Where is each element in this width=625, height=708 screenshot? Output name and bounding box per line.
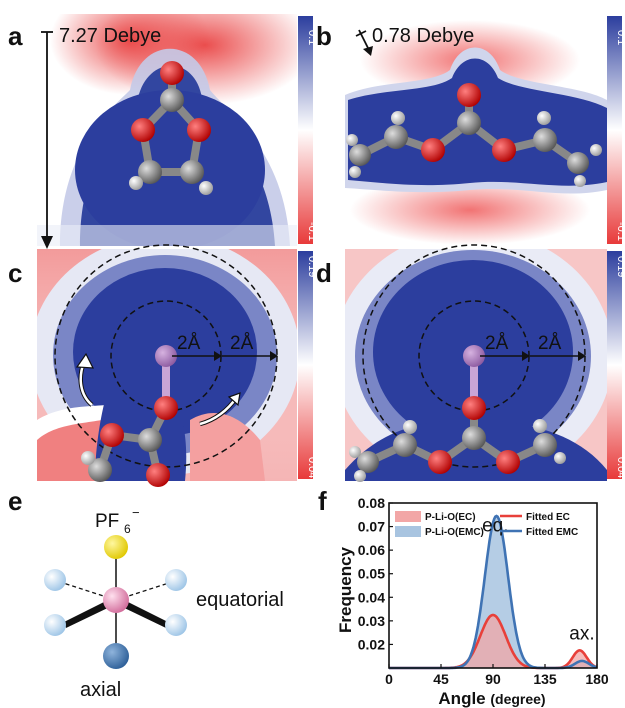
annotation-1: ax. <box>569 624 594 645</box>
hist-P-Li-O(EC) <box>389 615 597 668</box>
li-ec-complex <box>81 345 178 487</box>
legend-label-1: P-Li-O(EMC) <box>425 527 484 538</box>
panel-label-a: a <box>8 21 23 51</box>
colorbar-b-bottom: -0.1 <box>615 222 625 241</box>
x-tick-label-135: 135 <box>533 671 557 687</box>
colorbar-a-bottom: -0.1 <box>306 222 318 241</box>
panel-c: 0.19 0.04 2Å 2 <box>8 244 318 487</box>
radius-label-c1: 2Å <box>177 333 201 354</box>
panel-label-d: d <box>316 258 332 288</box>
panel-label-e: e <box>8 486 22 516</box>
colorbar-b-top: 0.1 <box>615 30 625 45</box>
colorbar-a <box>298 16 313 244</box>
emc-molecule <box>346 83 602 187</box>
radius-label-d1: 2Å <box>485 333 509 354</box>
legend-label-3: Fitted EMC <box>526 527 578 538</box>
hist-P-Li-O(EMC) <box>389 516 597 668</box>
y-tick-label-0.03: 0.03 <box>358 613 385 629</box>
panel-label-f: f <box>318 486 327 516</box>
y-tick-label-0.02: 0.02 <box>358 636 385 652</box>
annotation-0: eq. <box>482 515 508 536</box>
pf6-sup: − <box>132 505 140 520</box>
colorbar-c <box>298 251 313 479</box>
dipole-label-b: 0.78 Debye <box>372 25 474 47</box>
panel-b: 0.1 -0.1 b <box>316 14 625 246</box>
pf6-sub: 6 <box>124 522 131 536</box>
y-tick-label-0.08: 0.08 <box>358 495 385 511</box>
li-emc-complex <box>349 345 566 482</box>
colorbar-d-bottom: 0.04 <box>615 457 625 478</box>
legend-label-0: P-Li-O(EC) <box>425 512 476 523</box>
pf6-label: PF <box>95 511 119 532</box>
x-tick-label-45: 45 <box>433 671 449 687</box>
legend-swatch-1 <box>395 526 421 537</box>
legend-label-2: Fitted EC <box>526 512 570 523</box>
axial-atom <box>103 643 129 669</box>
panel-a: 0.1 -0.1 a 7.27 Debye <box>8 14 318 249</box>
colorbar-c-top: 0.19 <box>306 256 318 277</box>
y-tick-label-0.04: 0.04 <box>358 589 385 605</box>
equatorial-label: equatorial <box>196 589 284 611</box>
x-tick-label-90: 90 <box>485 671 501 687</box>
legend-swatch-0 <box>395 511 421 522</box>
ec-molecule <box>129 61 213 195</box>
colorbar-c-bottom: 0.04 <box>306 457 318 478</box>
colorbar-d <box>607 251 622 479</box>
x-axis-label: Angle (degree) <box>438 689 545 708</box>
panel-label-c: c <box>8 258 22 288</box>
panel-d: 0.19 0.04 2Å <box>316 244 625 482</box>
y-axis-label: Frequency <box>336 546 355 633</box>
axial-label: axial <box>80 679 121 701</box>
radius-label-c2: 2Å <box>230 333 254 354</box>
pf6-atom <box>104 535 128 559</box>
x-axis-unit: (degree) <box>490 691 545 707</box>
dipole-label-a: 7.27 Debye <box>59 25 161 47</box>
y-tick-label-0.05: 0.05 <box>358 566 385 582</box>
y-tick-label-0.06: 0.06 <box>358 542 385 558</box>
chart-plot-area: 0 45 90 135 180 0.02 0.03 0.04 0.05 0.06 0.07 0.08 A… <box>336 495 609 708</box>
y-tick-label-0.07: 0.07 <box>358 519 385 535</box>
li-atom <box>103 587 129 613</box>
panel-label-b: b <box>316 21 332 51</box>
colorbar-a-top: 0.1 <box>306 30 318 45</box>
x-tick-label-0: 0 <box>385 671 393 687</box>
colorbar-d-top: 0.19 <box>615 256 625 277</box>
panel-e: e PF 6 − equatorial axial <box>8 486 284 701</box>
x-tick-label-180: 180 <box>585 671 609 687</box>
radius-label-d2: 2Å <box>538 333 562 354</box>
colorbar-b <box>607 16 622 244</box>
panel-f: f 0 45 90 135 180 0.02 0.03 0.04 0.05 0.06 0.07 0.0… <box>318 486 609 708</box>
